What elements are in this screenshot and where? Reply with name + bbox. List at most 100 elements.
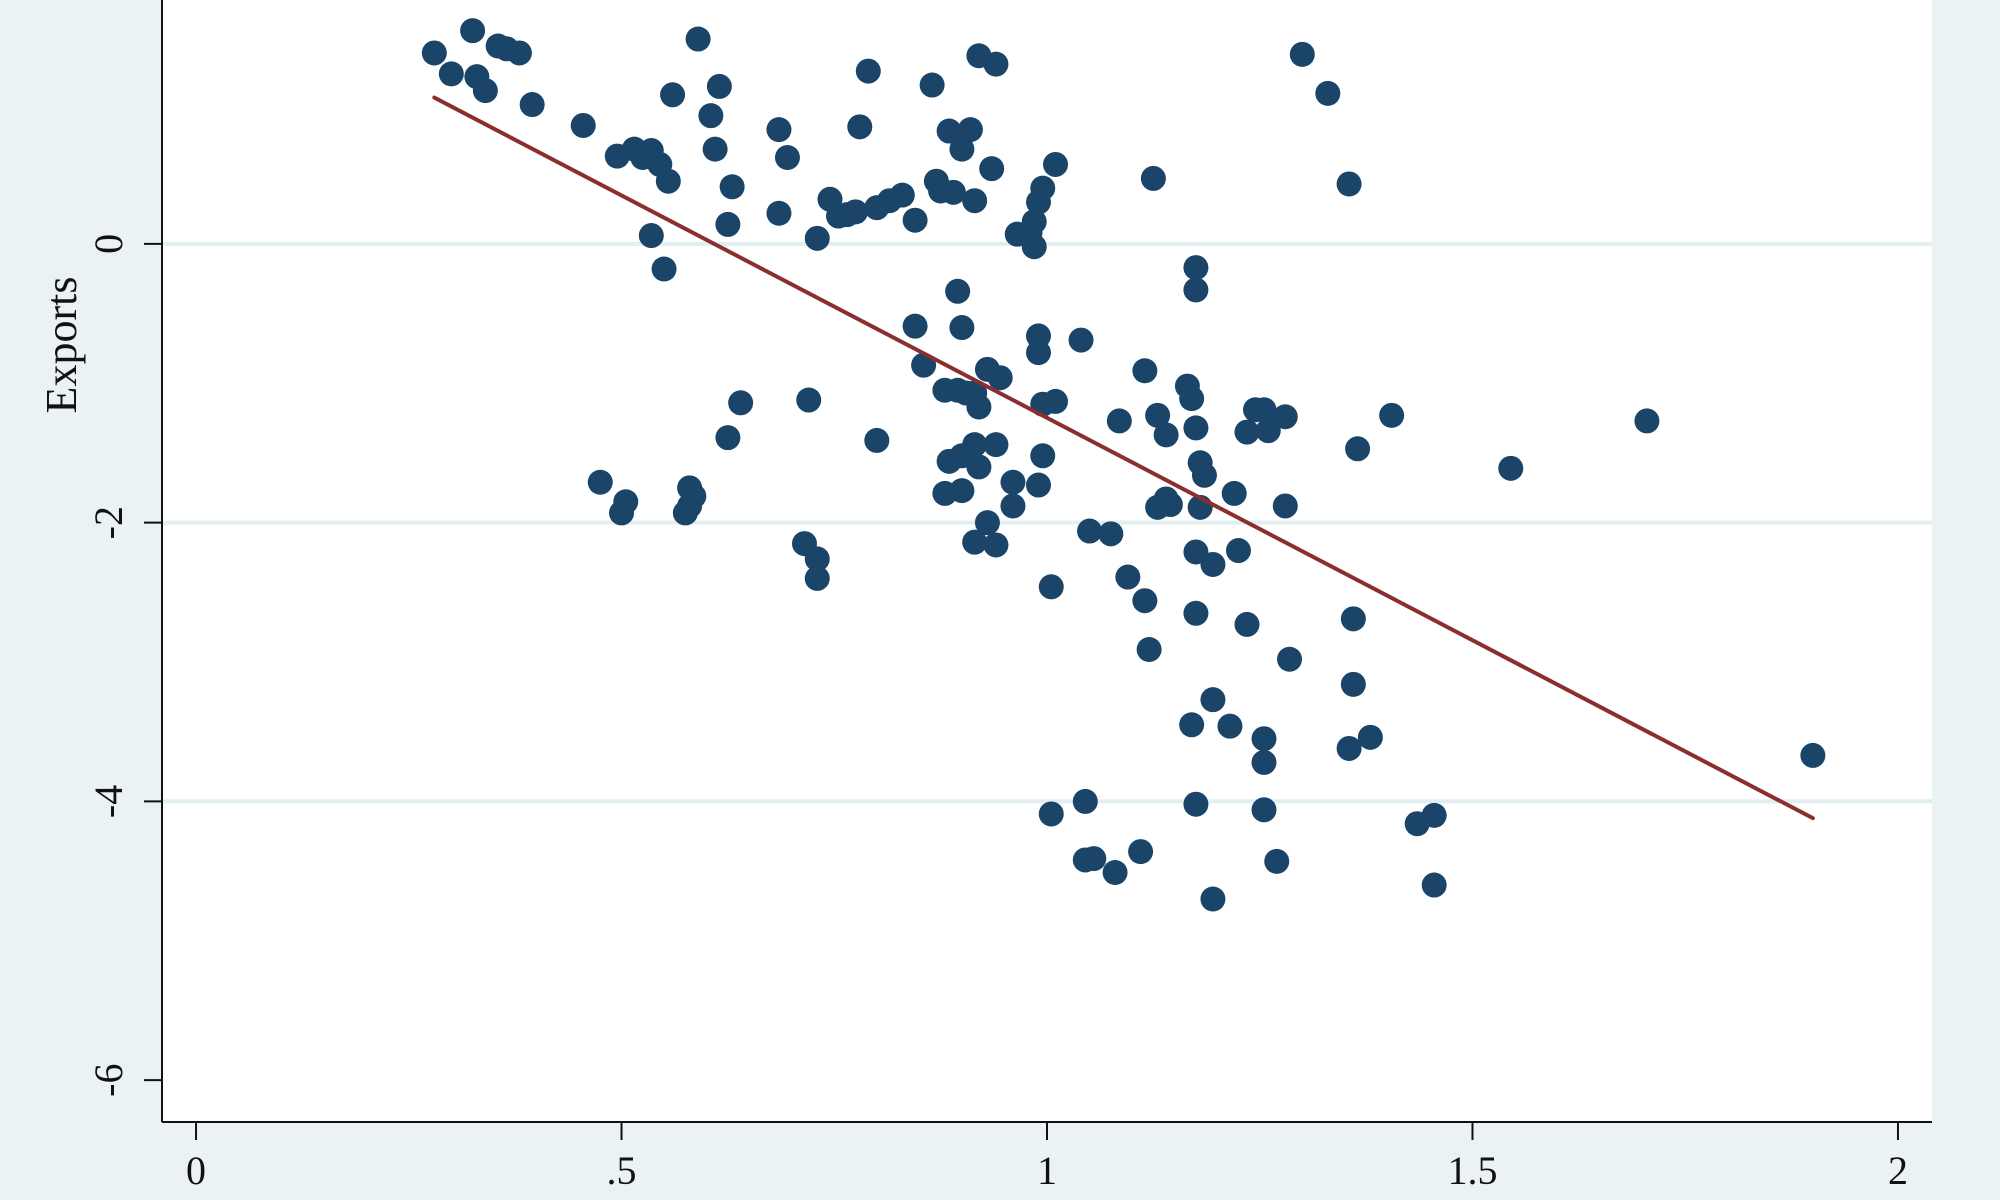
- y-tick-label: -2: [86, 506, 131, 539]
- data-point: [1128, 839, 1154, 865]
- y-axis-label: Exports: [37, 277, 86, 414]
- data-point: [962, 529, 988, 555]
- data-point: [1315, 80, 1341, 106]
- data-point: [1043, 388, 1069, 414]
- data-point: [1340, 671, 1366, 697]
- data-point: [766, 117, 792, 143]
- data-point: [1102, 860, 1128, 886]
- data-point: [1021, 234, 1047, 260]
- data-point: [974, 510, 1000, 536]
- data-point: [1251, 726, 1277, 752]
- data-point: [1225, 538, 1251, 564]
- data-point: [1800, 742, 1826, 768]
- data-point: [1072, 788, 1098, 814]
- data-point: [1200, 551, 1226, 577]
- data-point: [1221, 480, 1247, 506]
- data-point: [1345, 436, 1371, 462]
- data-point: [460, 18, 486, 44]
- fit-line: [432, 95, 1815, 821]
- data-point: [864, 427, 890, 453]
- data-point: [1145, 494, 1171, 520]
- data-point: [1025, 472, 1051, 498]
- data-point: [1277, 646, 1303, 672]
- data-point: [1272, 493, 1298, 519]
- data-point: [766, 200, 792, 226]
- data-point: [702, 136, 728, 162]
- data-point: [1191, 462, 1217, 488]
- data-point: [1153, 422, 1179, 448]
- data-point: [1251, 749, 1277, 775]
- y-tick-label: 0: [86, 234, 131, 254]
- data-point: [1264, 848, 1290, 874]
- data-point: [1132, 588, 1158, 614]
- data-point: [587, 469, 613, 495]
- data-point: [421, 40, 447, 66]
- data-point: [1132, 358, 1158, 384]
- data-point: [1025, 340, 1051, 366]
- data-point: [1068, 327, 1094, 353]
- data-point: [940, 179, 966, 205]
- data-point: [804, 225, 830, 251]
- data-points: [421, 18, 1826, 912]
- data-point: [983, 51, 1009, 77]
- data-point: [651, 256, 677, 282]
- data-point: [983, 532, 1009, 558]
- data-point: [949, 315, 975, 341]
- data-point: [1183, 255, 1209, 281]
- data-point: [796, 387, 822, 413]
- data-point: [1183, 415, 1209, 441]
- data-point: [1251, 797, 1277, 823]
- data-point: [1038, 801, 1064, 827]
- data-point: [1634, 408, 1660, 434]
- x-tick-label: 2: [1888, 1148, 1908, 1193]
- data-point: [855, 58, 881, 84]
- data-point: [506, 40, 532, 66]
- data-point: [1136, 637, 1162, 663]
- data-point: [1145, 402, 1171, 428]
- data-point: [1498, 455, 1524, 481]
- data-point: [570, 112, 596, 138]
- data-point: [1421, 872, 1447, 898]
- data-point: [519, 92, 545, 118]
- data-point: [1030, 443, 1056, 469]
- data-point: [728, 390, 754, 416]
- data-point: [966, 454, 992, 480]
- data-point: [1077, 518, 1103, 544]
- data-point: [719, 174, 745, 200]
- y-tick-label: -6: [86, 1064, 131, 1097]
- data-point: [1234, 611, 1260, 637]
- data-point: [472, 78, 498, 104]
- data-point: [715, 211, 741, 237]
- data-point: [979, 156, 1005, 182]
- data-point: [902, 207, 928, 233]
- data-point: [1289, 41, 1315, 67]
- data-point: [1081, 846, 1107, 872]
- data-point: [613, 489, 639, 515]
- data-point: [966, 394, 992, 420]
- data-point: [1106, 408, 1132, 434]
- data-point: [638, 223, 664, 249]
- data-point: [1043, 151, 1069, 177]
- data-point: [1038, 574, 1064, 600]
- data-point: [706, 73, 732, 99]
- data-point: [1021, 209, 1047, 235]
- data-point: [1255, 418, 1281, 444]
- data-point: [1183, 791, 1209, 817]
- data-point: [949, 136, 975, 162]
- x-tick-label: 1.5: [1447, 1148, 1497, 1193]
- data-point: [957, 117, 983, 143]
- data-point: [1030, 175, 1056, 201]
- tick-labels: 0 -2 -4 -6 0 .5 1 1.5 2: [86, 234, 1908, 1193]
- data-point: [1234, 419, 1260, 445]
- data-point: [660, 82, 686, 108]
- data-point: [919, 72, 945, 98]
- data-point: [1115, 564, 1141, 590]
- data-point: [1272, 404, 1298, 430]
- data-point: [1179, 386, 1205, 412]
- data-point: [1179, 712, 1205, 738]
- data-point: [1421, 802, 1447, 828]
- data-point: [1200, 687, 1226, 713]
- data-point: [1200, 886, 1226, 912]
- x-tick-label: 1: [1037, 1148, 1057, 1193]
- gridlines: [162, 241, 1932, 804]
